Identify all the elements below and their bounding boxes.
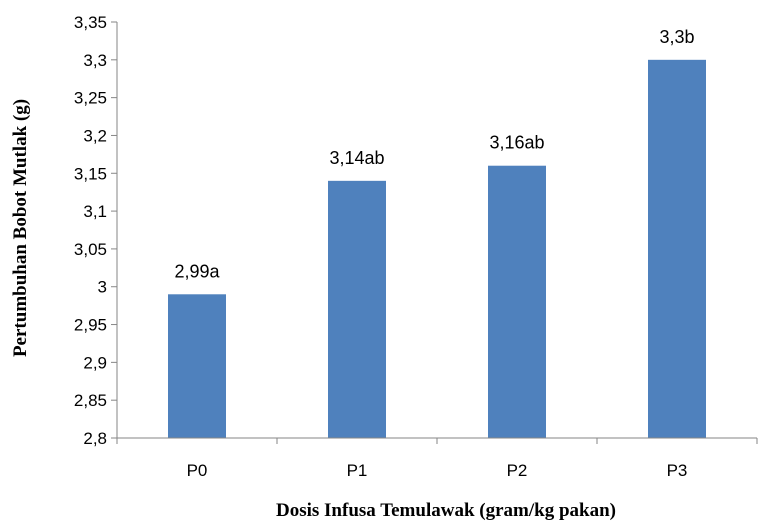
x-axis-title: Dosis Infusa Temulawak (gram/kg pakan) bbox=[276, 500, 616, 521]
y-axis: 2,8 2,85 2,9 2,95 3 3,05 3,1 3,15 3,2 3,25 3,3 3,35 bbox=[74, 13, 118, 448]
y-tick-label: 3,2 bbox=[83, 126, 107, 145]
y-tick-label: 3,35 bbox=[74, 13, 107, 32]
y-tick-label: 2,9 bbox=[83, 353, 107, 372]
data-label-p3: 3,3b bbox=[659, 27, 694, 47]
y-axis-title: Pertumbuhan Bobot Mutlak (g) bbox=[10, 99, 31, 357]
x-axis: P0 P1 P2 P3 bbox=[116, 437, 758, 480]
y-tick-label: 3,15 bbox=[74, 164, 107, 183]
x-tick-label: P2 bbox=[507, 461, 528, 480]
bar-p0 bbox=[168, 294, 226, 438]
x-tick-label: P0 bbox=[187, 461, 208, 480]
data-label-p1: 3,14ab bbox=[329, 148, 384, 168]
bar-p2 bbox=[488, 165, 546, 438]
y-tick-label: 2,95 bbox=[74, 316, 107, 335]
y-tick-label: 3 bbox=[98, 278, 107, 297]
x-tick-label: P3 bbox=[667, 461, 688, 480]
y-tick-label: 3,3 bbox=[83, 51, 107, 70]
y-tick-label: 3,25 bbox=[74, 89, 107, 108]
data-label-p0: 2,99a bbox=[174, 261, 220, 281]
y-tick-label: 3,05 bbox=[74, 240, 107, 259]
data-label-p2: 3,16ab bbox=[489, 133, 544, 153]
y-tick-label: 2,8 bbox=[83, 429, 107, 448]
bar-p1 bbox=[328, 180, 386, 438]
y-tick-label: 2,85 bbox=[74, 391, 107, 410]
bar-series: 2,99a 3,14ab 3,16ab 3,3b bbox=[168, 27, 706, 439]
bar-p3 bbox=[648, 59, 706, 439]
y-tick-label: 3,1 bbox=[83, 202, 107, 221]
x-tick-label: P1 bbox=[347, 461, 368, 480]
